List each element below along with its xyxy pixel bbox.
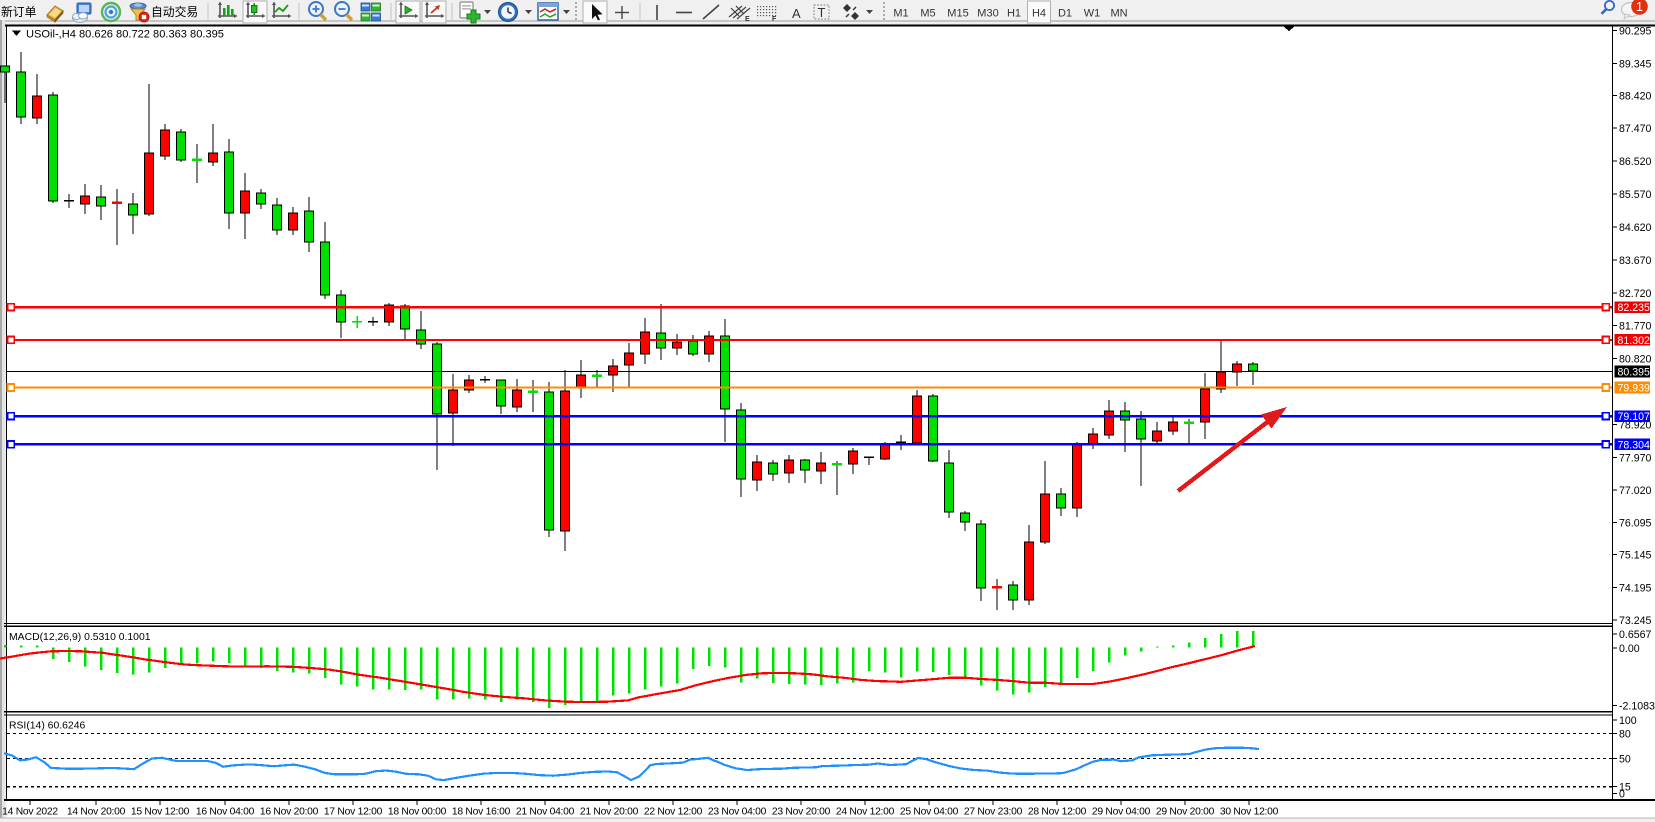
svg-text:100: 100	[1619, 715, 1637, 727]
svg-text:14 Nov 20:00: 14 Nov 20:00	[67, 807, 126, 818]
svg-text:29 Nov 04:00: 29 Nov 04:00	[1092, 807, 1151, 818]
svg-text:22 Nov 12:00: 22 Nov 12:00	[644, 807, 703, 818]
svg-text:84.620: 84.620	[1619, 222, 1652, 234]
svg-text:E: E	[745, 16, 750, 23]
svg-text:W1: W1	[1084, 8, 1101, 20]
svg-text:H4: H4	[1032, 8, 1046, 20]
svg-text:16 Nov 20:00: 16 Nov 20:00	[260, 807, 319, 818]
svg-text:24 Nov 12:00: 24 Nov 12:00	[836, 807, 895, 818]
svg-text:MACD(12,26,9) 0.5310 0.1001: MACD(12,26,9) 0.5310 0.1001	[9, 632, 151, 643]
svg-text:86.520: 86.520	[1619, 156, 1652, 168]
svg-text:F: F	[772, 16, 777, 23]
svg-text:M30: M30	[977, 8, 998, 20]
svg-text:76.095: 76.095	[1619, 517, 1652, 529]
svg-text:80: 80	[1619, 728, 1631, 740]
svg-text:14 Nov 2022: 14 Nov 2022	[2, 807, 58, 818]
svg-text:73.245: 73.245	[1619, 615, 1652, 627]
svg-text:29 Nov 20:00: 29 Nov 20:00	[1156, 807, 1215, 818]
svg-text:MN: MN	[1110, 8, 1127, 20]
svg-text:50: 50	[1619, 753, 1631, 765]
svg-text:M1: M1	[893, 8, 908, 20]
svg-text:0: 0	[1619, 789, 1625, 801]
svg-text:80.820: 80.820	[1619, 354, 1652, 366]
svg-text:H1: H1	[1007, 8, 1021, 20]
svg-text:USOil-,H4 80.626 80.722 80.36: USOil-,H4 80.626 80.722 80.363 80.395	[26, 29, 224, 41]
svg-text:1: 1	[1636, 0, 1643, 14]
svg-text:83.670: 83.670	[1619, 255, 1652, 267]
svg-text:15: 15	[1619, 782, 1631, 794]
svg-text:77.020: 77.020	[1619, 485, 1652, 497]
svg-text:90.295: 90.295	[1619, 25, 1652, 37]
svg-text:M15: M15	[947, 8, 968, 20]
svg-text:81.770: 81.770	[1619, 321, 1652, 333]
svg-text:27 Nov 23:00: 27 Nov 23:00	[964, 807, 1023, 818]
svg-text:A: A	[792, 6, 801, 21]
svg-text:21 Nov 04:00: 21 Nov 04:00	[516, 807, 575, 818]
svg-text:82.720: 82.720	[1619, 288, 1652, 300]
svg-text:新订单: 新订单	[1, 5, 37, 19]
svg-text:78.920: 78.920	[1619, 419, 1652, 431]
svg-text:自动交易: 自动交易	[151, 5, 198, 19]
svg-text:RSI(14) 60.6246: RSI(14) 60.6246	[9, 721, 85, 732]
svg-text:74.195: 74.195	[1619, 582, 1652, 594]
svg-text:T: T	[818, 5, 826, 20]
svg-text:25 Nov 04:00: 25 Nov 04:00	[900, 807, 959, 818]
svg-text:28 Nov 12:00: 28 Nov 12:00	[1028, 807, 1087, 818]
svg-text:21 Nov 20:00: 21 Nov 20:00	[580, 807, 639, 818]
svg-text:15 Nov 12:00: 15 Nov 12:00	[131, 807, 190, 818]
svg-text:77.970: 77.970	[1619, 452, 1652, 464]
svg-text:M5: M5	[920, 8, 935, 20]
svg-text:78.304: 78.304	[1618, 439, 1651, 451]
svg-text:88.420: 88.420	[1619, 90, 1652, 102]
svg-text:79.939: 79.939	[1618, 383, 1651, 395]
svg-text:18 Nov 00:00: 18 Nov 00:00	[388, 807, 447, 818]
svg-text:81.302: 81.302	[1618, 335, 1651, 347]
svg-text:75.145: 75.145	[1619, 549, 1652, 561]
svg-text:16 Nov 04:00: 16 Nov 04:00	[196, 807, 255, 818]
svg-text:85.570: 85.570	[1619, 189, 1652, 201]
svg-text:17 Nov 12:00: 17 Nov 12:00	[324, 807, 383, 818]
svg-text:0.6567: 0.6567	[1619, 629, 1652, 641]
svg-text:D1: D1	[1058, 8, 1072, 20]
svg-text:18 Nov 16:00: 18 Nov 16:00	[452, 807, 511, 818]
svg-text:30 Nov 12:00: 30 Nov 12:00	[1220, 807, 1279, 818]
svg-text:87.470: 87.470	[1619, 123, 1652, 135]
svg-text:23 Nov 20:00: 23 Nov 20:00	[772, 807, 831, 818]
svg-text:89.345: 89.345	[1619, 58, 1652, 70]
svg-text:82.235: 82.235	[1618, 302, 1651, 314]
svg-text:79.107: 79.107	[1618, 411, 1651, 423]
svg-text:-2.1083: -2.1083	[1619, 701, 1655, 713]
svg-text:80.395: 80.395	[1618, 367, 1651, 379]
svg-text:23 Nov 04:00: 23 Nov 04:00	[708, 807, 767, 818]
svg-text:0.00: 0.00	[1619, 643, 1640, 655]
